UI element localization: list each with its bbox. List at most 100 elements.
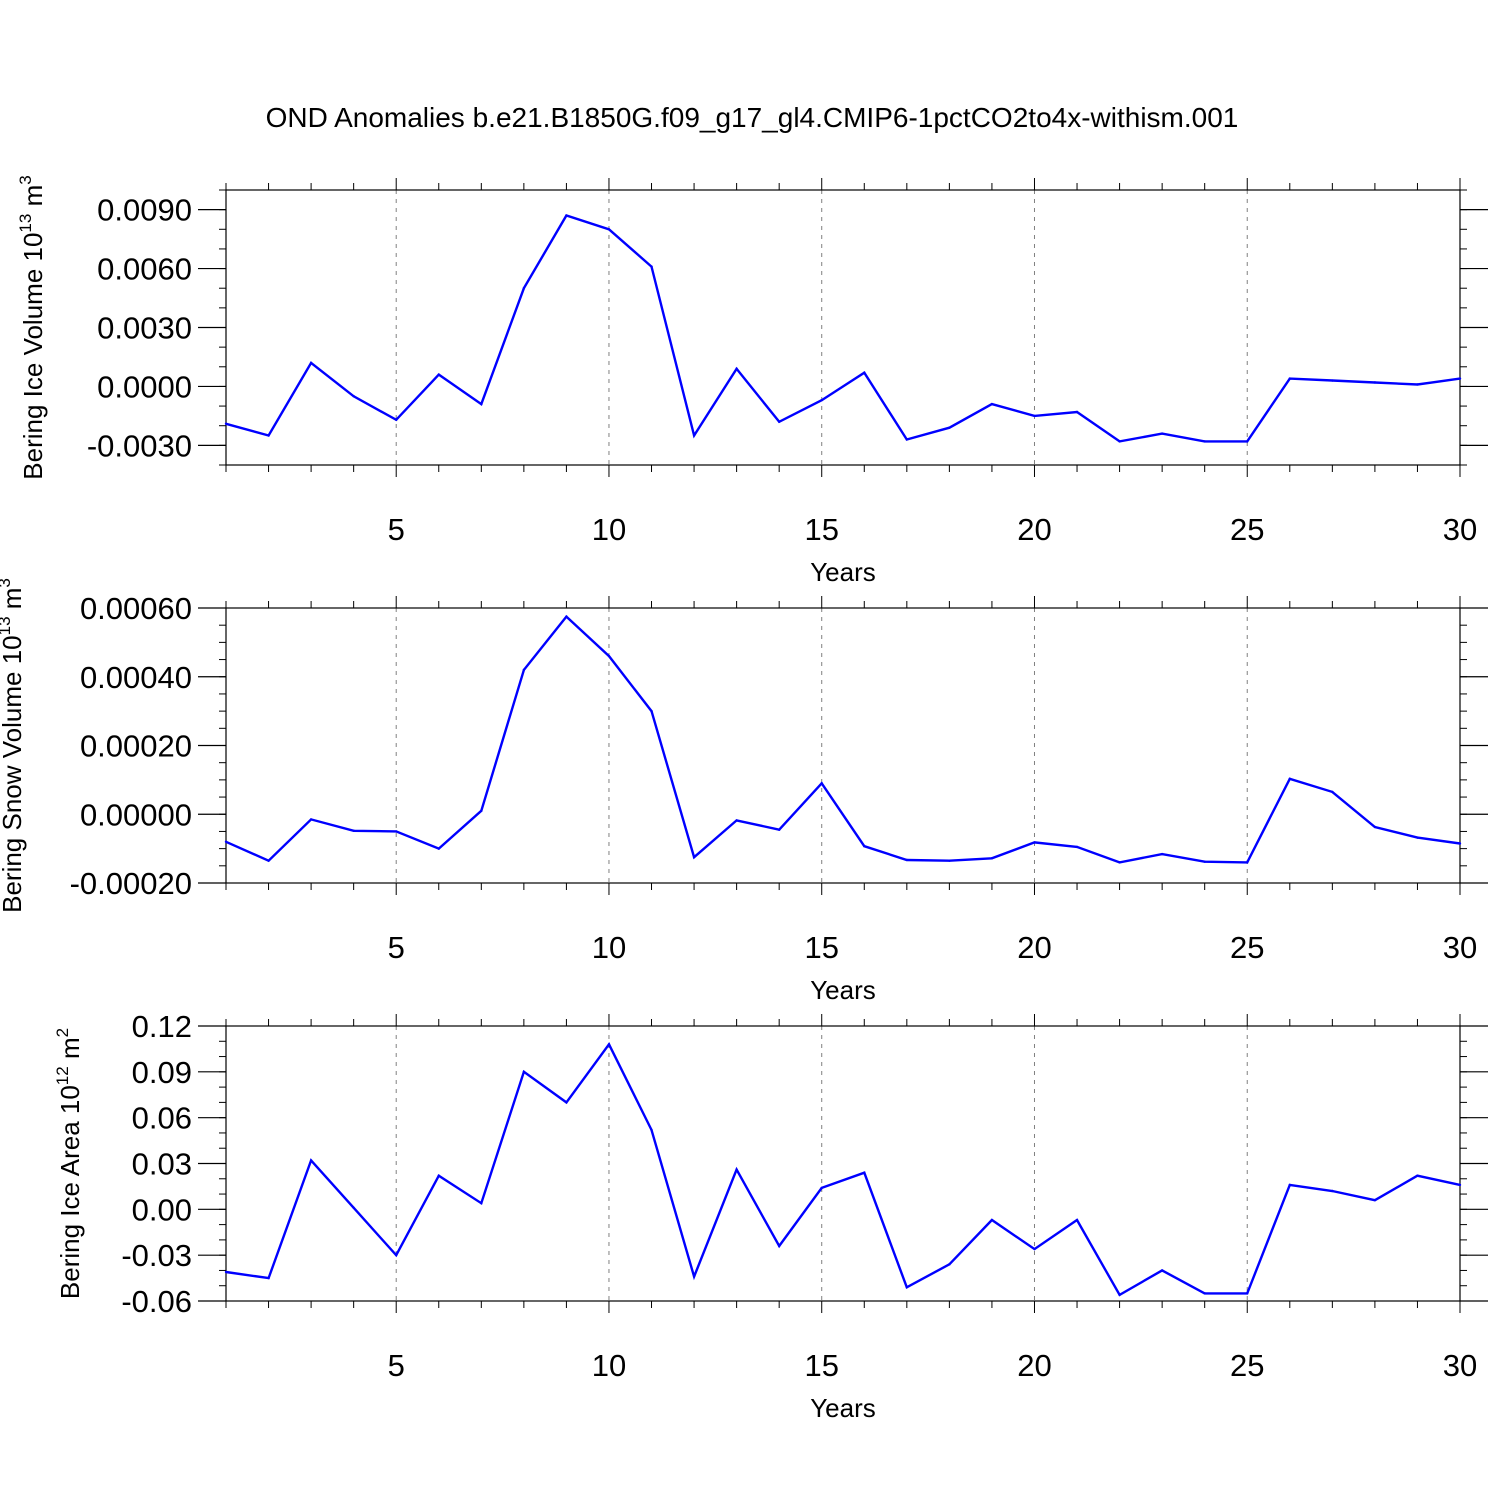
- data-point: [1373, 381, 1377, 384]
- data-point: [1075, 845, 1079, 849]
- data-point: [692, 434, 696, 437]
- data-point: [990, 1218, 994, 1222]
- y-tick-label: -0.03: [121, 1238, 192, 1273]
- data-point: [1458, 842, 1462, 845]
- data-point: [1033, 414, 1036, 418]
- y-tick-label: -0.00020: [70, 866, 192, 901]
- data-point: [990, 857, 994, 860]
- data-point: [692, 856, 696, 859]
- series-line: [225, 1042, 1461, 1297]
- y-tick-label: 0.0030: [97, 311, 192, 346]
- data-point: [1246, 1292, 1249, 1295]
- x-tick-label: 5: [388, 1348, 405, 1383]
- data-point: [820, 782, 823, 785]
- y-tick-label: 0.00060: [80, 591, 192, 626]
- x-tick-label: 30: [1443, 930, 1477, 965]
- data-point: [309, 818, 313, 821]
- x-tick-label: 10: [592, 930, 626, 965]
- data-point: [1331, 379, 1334, 382]
- data-point: [1416, 383, 1419, 386]
- data-point: [1033, 1247, 1036, 1251]
- data-point: [1373, 1198, 1377, 1202]
- plot-frame: [225, 607, 1461, 884]
- y-tick-label: 0.0060: [97, 252, 192, 287]
- data-point: [1203, 860, 1206, 863]
- x-tick-label: 25: [1230, 1348, 1264, 1383]
- x-tick-label: 30: [1443, 1348, 1477, 1383]
- series-line: [225, 614, 1461, 864]
- x-tick-label: 20: [1017, 1348, 1051, 1383]
- data-point: [607, 654, 611, 658]
- data-point: [820, 398, 823, 402]
- data-point: [1203, 440, 1206, 443]
- x-tick-label: 20: [1017, 930, 1051, 965]
- panel-snow-volume: 0.00060 0.00040 0.00020 0.00000 -0.00020 5 10 1…: [0, 578, 1488, 1005]
- y-axis-label: Bering Ice Volume 1013 m3: [16, 175, 48, 479]
- y-tick-label: 0.00020: [80, 729, 192, 764]
- data-point: [1075, 1218, 1079, 1222]
- chart-title: OND Anomalies b.e21.B1850G.f09_g17_gl4.C…: [266, 102, 1239, 133]
- data-point: [948, 859, 951, 862]
- y-tick-label: 0.12: [132, 1009, 192, 1044]
- data-point: [1288, 777, 1291, 781]
- x-tick-label: 10: [592, 512, 626, 547]
- y-tick-label: 0.00040: [80, 660, 192, 695]
- data-point: [1373, 825, 1377, 829]
- x-tick-label: 25: [1230, 930, 1264, 965]
- x-axis-label: Years: [810, 1393, 876, 1423]
- data-point: [395, 1253, 398, 1257]
- data-point: [1458, 377, 1462, 380]
- data-point: [480, 402, 483, 406]
- data-point: [905, 858, 909, 862]
- data-point: [777, 828, 781, 831]
- data-point: [267, 434, 270, 437]
- data-point: [948, 426, 951, 429]
- data-point: [1075, 410, 1079, 414]
- data-point: [650, 1128, 653, 1132]
- y-axis-label: Bering Snow Volume 1013 m3: [0, 578, 27, 913]
- x-tick-label: 30: [1443, 512, 1477, 547]
- data-point: [1331, 790, 1334, 794]
- x-tick-label: 15: [804, 512, 838, 547]
- data-point: [735, 1168, 738, 1171]
- x-tick-label: 15: [804, 1348, 838, 1383]
- data-point: [1118, 440, 1121, 443]
- y-tick-label: 0.00: [132, 1192, 192, 1227]
- data-point: [1416, 1174, 1419, 1177]
- data-point: [863, 845, 866, 848]
- data-point: [777, 1244, 781, 1248]
- y-tick-label: 0.0000: [97, 369, 192, 404]
- data-point: [735, 819, 738, 822]
- x-tick-label: 25: [1230, 512, 1264, 547]
- data-point: [1033, 841, 1036, 844]
- data-point: [395, 418, 398, 422]
- data-point: [905, 1286, 909, 1289]
- data-point: [1246, 440, 1249, 443]
- data-point: [692, 1275, 696, 1278]
- data-point: [1331, 1189, 1334, 1193]
- data-point: [1246, 861, 1249, 864]
- data-point: [352, 395, 355, 398]
- data-point: [650, 709, 653, 713]
- y-tick-label: 0.03: [132, 1147, 192, 1182]
- data-point: [1288, 1183, 1291, 1187]
- data-point: [905, 438, 909, 441]
- data-point: [1160, 432, 1164, 435]
- data-point: [395, 830, 398, 833]
- data-point: [1118, 1293, 1121, 1297]
- data-point: [863, 371, 866, 374]
- data-point: [565, 1101, 568, 1104]
- y-tick-label: -0.06: [121, 1284, 192, 1319]
- x-tick-label: 10: [592, 1348, 626, 1383]
- data-point: [267, 859, 270, 862]
- panel-ice-area: 0.12 0.09 0.06 0.03 0.00 -0.03 -0.06 5 10 15 20 25 3…: [53, 1009, 1488, 1423]
- data-point: [522, 668, 526, 672]
- data-point: [437, 1174, 440, 1177]
- data-point: [1458, 1183, 1462, 1187]
- data-point: [1160, 1269, 1164, 1272]
- data-point: [437, 373, 440, 376]
- data-point: [522, 287, 526, 290]
- data-point: [820, 1186, 823, 1190]
